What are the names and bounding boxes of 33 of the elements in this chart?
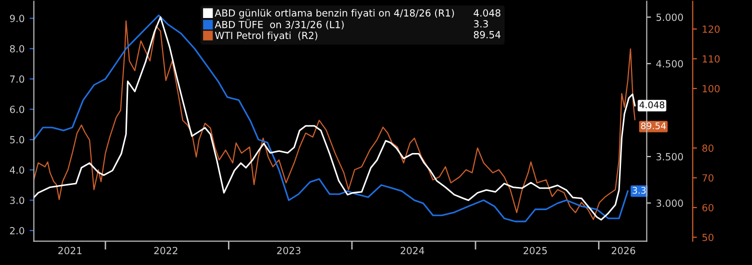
y3-tick-label: 50 — [702, 234, 714, 242]
y-tick-label: 4.0 — [10, 166, 24, 174]
y-tick-label: 9.0 — [10, 14, 24, 22]
legend-label: ABD TÜFE on 3/31/26 (L1) — [214, 19, 344, 30]
x-tick-label: 2022 — [154, 246, 178, 254]
text: 3.3 — [474, 20, 488, 28]
y-tick-label: 7.0 — [10, 75, 24, 83]
text: 4.048 — [474, 9, 500, 17]
y-tick-label: 5.0 — [10, 136, 24, 144]
x-tick-label: 2021 — [58, 246, 82, 254]
y3-tick-label: 70 — [702, 174, 714, 182]
y-tick-label: 6.0 — [10, 106, 24, 114]
y-tick-label: 8.0 — [10, 45, 24, 52]
legend-label: ABD günlük ortlama benzin fiyati on 4/18/26 (R1) — [214, 9, 454, 19]
y2-tick-label: 3.500 — [656, 153, 683, 160]
y-tick-label: 3.0 — [10, 196, 24, 204]
y-tick-label: 2.0 — [10, 227, 24, 234]
text: 89.54 — [474, 31, 500, 38]
y2-tick-label: 5.000 — [656, 14, 683, 21]
x-tick-label: 2025 — [524, 246, 547, 254]
y2-tick-label: 3.000 — [656, 200, 683, 207]
data-label: 3.3 — [632, 186, 646, 194]
y3-tick-label: 100 — [702, 84, 720, 92]
y3-tick-label: 120 — [702, 25, 720, 33]
data-label: 4.048 — [640, 101, 664, 108]
y3-tick-label: 110 — [702, 55, 720, 63]
x-tick-label: 2024 — [400, 246, 424, 254]
y2-tick-label: 4.500 — [656, 60, 683, 68]
legend-label: WTI Petrol fiyati (R2) — [215, 32, 318, 41]
x-tick-label: 2026 — [612, 246, 636, 254]
y3-tick-label: 80 — [702, 144, 714, 152]
x-tick-label: 2023 — [277, 246, 300, 254]
y3-tick-label: 60 — [702, 204, 714, 212]
